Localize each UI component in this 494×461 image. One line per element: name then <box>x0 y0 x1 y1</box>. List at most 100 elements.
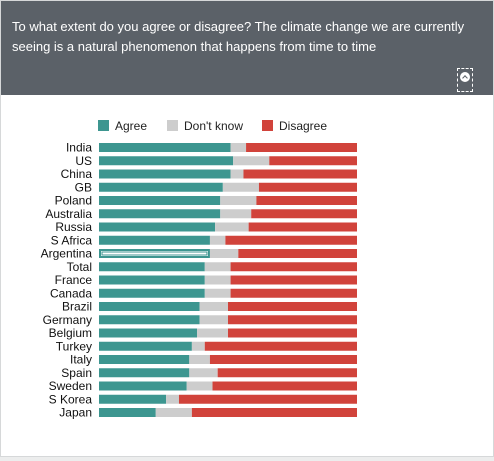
category-label: Argentina <box>41 247 93 261</box>
bar-segment-agree <box>99 143 231 152</box>
category-label: Japan <box>59 406 92 420</box>
bar-segment-dont_know <box>189 368 218 378</box>
bar-segment-disagree <box>178 394 357 404</box>
legend-swatch-agree <box>98 120 109 131</box>
bar-segment-disagree <box>269 156 357 166</box>
bar-segment-agree <box>99 235 210 245</box>
category-label: Canada <box>50 286 92 300</box>
category-label: Belgium <box>49 326 92 340</box>
bar-segment-agree <box>99 381 187 391</box>
question-header: To what extent do you agree or disagree?… <box>1 1 493 95</box>
bars <box>99 143 357 417</box>
bar-segment-dont_know <box>204 288 231 298</box>
question-text: To what extent do you agree or disagree?… <box>12 19 465 54</box>
category-label: S Korea <box>49 392 93 406</box>
bar-segment-disagree <box>212 381 357 391</box>
bar-segment-agree <box>99 209 221 219</box>
bar-segment-disagree <box>217 368 357 378</box>
legend-label-disagree: Disagree <box>279 119 327 133</box>
legend-label-agree: Agree <box>115 119 147 133</box>
category-label: S Africa <box>51 233 93 247</box>
bar-segment-disagree <box>238 249 357 258</box>
bar-segment-dont_know <box>204 275 231 285</box>
bar-segment-disagree <box>191 408 357 417</box>
bar-segment-dont_know <box>155 408 192 417</box>
legend-swatch-dont_know <box>167 120 178 131</box>
bar-segment-disagree <box>256 196 357 205</box>
bar-segment-disagree <box>228 315 357 325</box>
bar-segment-dont_know <box>230 143 247 152</box>
bar-segment-agree <box>99 328 198 338</box>
bar-segment-disagree <box>230 262 357 272</box>
category-label: US <box>75 154 92 168</box>
category-label: Australia <box>45 207 92 221</box>
category-label: France <box>55 273 93 287</box>
bar-segment-disagree <box>248 222 357 232</box>
bar-segment-disagree <box>228 328 357 338</box>
bar-segment-disagree <box>243 169 357 179</box>
bar-segment-dont_know <box>233 156 270 166</box>
bar-segment-dont_know <box>230 169 244 179</box>
bar-segment-agree <box>99 394 167 404</box>
bar-segment-disagree <box>258 182 357 192</box>
legend-label-dont_know: Don't know <box>184 119 243 133</box>
bar-segment-agree <box>99 315 200 325</box>
chart-legend: Agree Don't know Disagree <box>98 119 327 133</box>
bar-highlight-outline <box>101 251 208 256</box>
bar-segment-dont_know <box>197 328 228 338</box>
bar-segment-disagree <box>246 143 357 152</box>
bar-segment-dont_know <box>220 209 252 219</box>
bar-segment-agree <box>99 288 205 298</box>
stacked-bar-chart: Agree Don't know Disagree IndiaUSChinaGBPo… <box>41 119 357 420</box>
bar-segment-agree <box>99 275 205 285</box>
category-label: Italy <box>70 353 92 367</box>
bar-segment-agree <box>99 368 190 378</box>
category-label: Sweden <box>49 379 92 393</box>
bar-segment-dont_know <box>204 262 231 272</box>
bar-segment-disagree <box>225 235 357 245</box>
bar-segment-dont_know <box>189 355 210 364</box>
bar-segment-dont_know <box>191 341 205 351</box>
bar-segment-agree <box>99 222 216 232</box>
category-label: Turkey <box>56 339 92 353</box>
collapse-toggle-button[interactable] <box>457 68 473 92</box>
bar-segment-disagree <box>230 275 357 285</box>
category-label: GB <box>75 180 92 194</box>
chevron-up-icon <box>460 72 470 82</box>
bar-segment-dont_know <box>166 394 179 404</box>
bar-segment-agree <box>99 196 221 205</box>
bar-segment-dont_know <box>209 249 239 258</box>
bar-segment-agree <box>99 182 223 192</box>
bar-segment-dont_know <box>186 381 213 391</box>
bar-segment-agree <box>99 408 156 417</box>
bar-segment-dont_know <box>222 182 259 192</box>
bar-segment-agree <box>99 169 231 179</box>
bar-segment-dont_know <box>199 302 228 311</box>
category-label: India <box>66 141 92 155</box>
bar-segment-agree <box>99 341 192 351</box>
bar-segment-agree <box>99 302 200 311</box>
bar-segment-dont_know <box>199 315 228 325</box>
bar-segment-disagree <box>230 288 357 298</box>
category-label: China <box>61 167 93 181</box>
bar-segment-disagree <box>228 302 357 311</box>
bar-segment-dont_know <box>215 222 249 232</box>
bar-segment-disagree <box>251 209 357 219</box>
bar-segment-dont_know <box>209 235 226 245</box>
bar-segment-dont_know <box>220 196 257 205</box>
legend-swatch-disagree <box>262 120 273 131</box>
bar-segment-disagree <box>209 355 357 364</box>
bar-segment-agree <box>99 355 190 364</box>
bar-segment-agree <box>99 156 234 166</box>
category-label: Total <box>67 260 92 274</box>
bar-segment-agree <box>99 262 205 272</box>
bar-segment-disagree <box>204 341 357 351</box>
category-label: Germany <box>43 313 92 327</box>
category-label: Russia <box>55 220 92 234</box>
category-label: Brazil <box>62 300 92 314</box>
bar-segment-agree <box>99 249 210 258</box>
category-label: Spain <box>61 366 92 380</box>
chart-area: Agree Don't know Disagree India US China GB Po… <box>1 95 493 456</box>
